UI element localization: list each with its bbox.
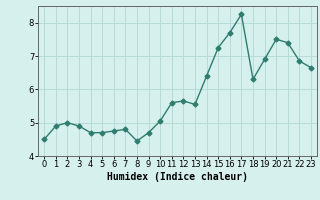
X-axis label: Humidex (Indice chaleur): Humidex (Indice chaleur) xyxy=(107,172,248,182)
